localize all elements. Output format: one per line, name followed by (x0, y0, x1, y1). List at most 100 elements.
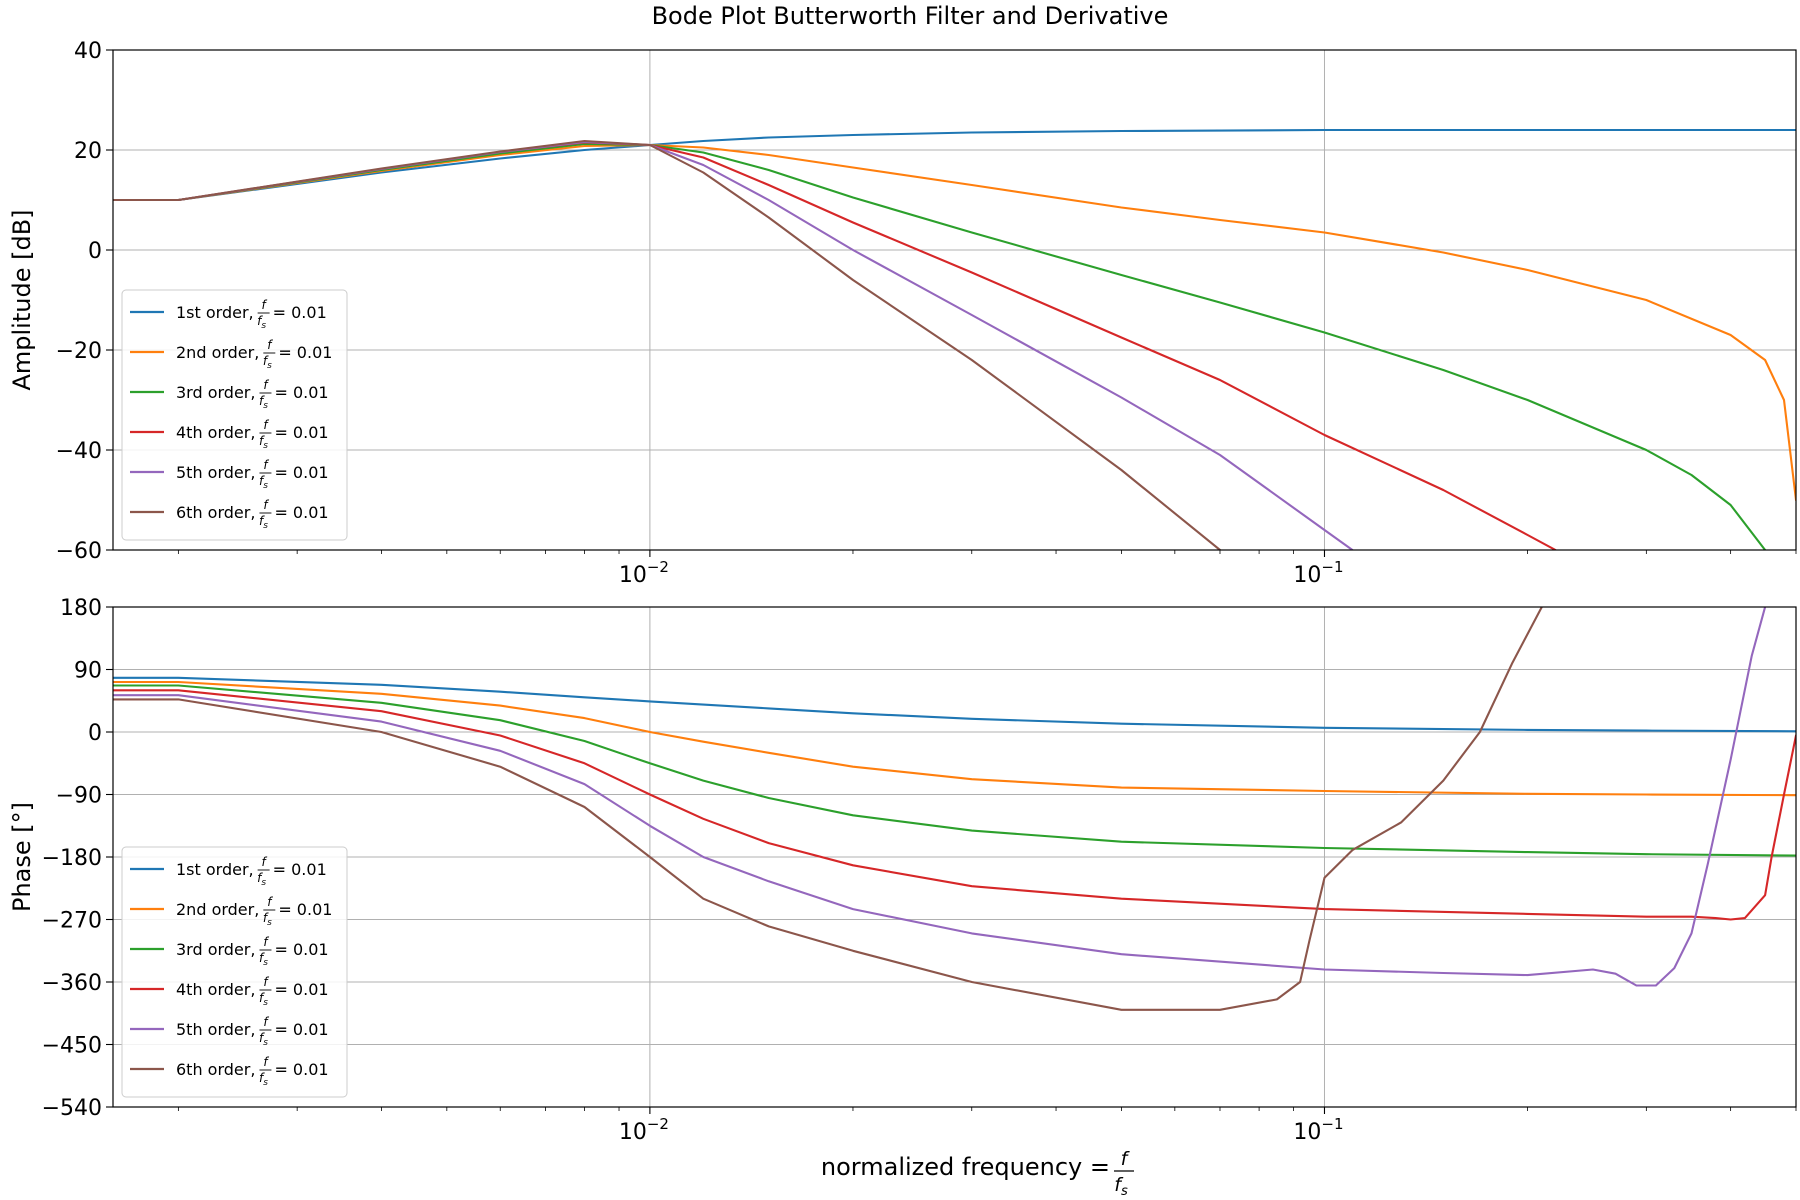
phase-legend-name: 3rd order, (176, 940, 255, 959)
amplitude-axes-frame (112, 49, 1797, 551)
phase-legend-name: 5th order, (176, 1020, 255, 1039)
amplitude-legend-name: 6th order, (176, 503, 255, 522)
amplitude-legend-value: = 0.01 (274, 503, 328, 522)
amplitude-legend-frac-den: fs (259, 394, 268, 411)
phase-series-5th-order (113, 607, 1767, 987)
amplitude-legend-name: 5th order, (176, 463, 255, 482)
amplitude-legend-value: = 0.01 (274, 463, 328, 482)
amplitude-x-tick-exponent: −2 (647, 558, 669, 576)
phase-x-ticks: 10−2 10−1 (177, 1107, 1797, 1145)
amplitude-legend-frac-den-sub: s (263, 401, 268, 411)
amplitude-legend-frac-num: f (267, 338, 273, 352)
amplitude-legend-frac-den: fs (259, 514, 268, 531)
phase-legend-frac-num: f (263, 1055, 269, 1069)
amplitude-legend-entry-3rd: 3rd order, f fs = 0.01 (130, 378, 329, 411)
phase-legend-frac-den-sub: s (263, 998, 268, 1008)
phase-legend-value: = 0.01 (274, 1060, 328, 1079)
amplitude-legend-entry-4th: 4th order, ffs = 0.01 (130, 418, 329, 451)
phase-legend-value: = 0.01 (274, 940, 328, 959)
phase-series-2nd-order (113, 680, 1796, 797)
phase-grid (113, 606, 1796, 1108)
x-axis-label-fraction-numerator: f (1121, 1148, 1131, 1170)
amplitude-y-tick-label: 40 (74, 39, 102, 64)
amplitude-legend-name: 1st order, (176, 303, 254, 322)
amplitude-legend-entry-5th: 5th order, ffs = 0.01 (130, 458, 329, 491)
phase-y-label: Phase [°] (8, 802, 36, 912)
phase-y-tick-label: 90 (74, 659, 102, 684)
phase-series-4th-order (113, 689, 1796, 921)
amplitude-series (113, 128, 1796, 550)
amplitude-legend-frac-den-f: f (263, 354, 269, 368)
amplitude-legend-entry-6th: 6th order, ffs = 0.01 (130, 498, 329, 531)
amplitude-legend-value: = 0.01 (274, 383, 328, 402)
phase-legend-entry-5th: 5th order, ffs = 0.01 (130, 1015, 329, 1048)
amplitude-x-tick-base: 10 (1293, 563, 1321, 588)
amplitude-legend-value: = 0.01 (278, 343, 332, 362)
amplitude-legend-frac-den-f: f (257, 314, 263, 328)
amplitude-legend-entry-1st: 1st order, ffs = 0.01 (130, 298, 327, 331)
amplitude-legend-frac-num: f (263, 378, 269, 392)
amplitude-y-tick-label: 0 (88, 239, 102, 264)
phase-series-3rd-order (113, 684, 1796, 857)
phase-legend-entry-6th: 6th order, f fs = 0.01 (130, 1055, 329, 1088)
phase-legend-frac-den-f: f (257, 871, 263, 885)
x-axis-label: normalized frequency = f fs (821, 1148, 1134, 1199)
phase-legend-name: 6th order, (176, 1060, 255, 1079)
phase-legend-frac-den-f: f (259, 1031, 265, 1045)
phase-legend-frac-den-sub: s (263, 1038, 268, 1048)
phase-legend-frac-den: fs (259, 1071, 268, 1088)
amplitude-legend-name: 3rd order, (176, 383, 255, 402)
phase-legend-frac-den-f: f (263, 911, 269, 925)
phase-y-ticks: 180 90 0 −90 −180 −270 −360 −450 −540 (42, 596, 113, 1121)
phase-legend-frac-num: f (263, 935, 269, 949)
phase-legend-frac-num: f (263, 975, 269, 989)
phase-legend-frac-den: fs (259, 951, 268, 968)
amplitude-legend-frame (121, 289, 348, 541)
phase-series (113, 607, 1796, 1011)
phase-y-tick-label: −270 (42, 909, 102, 934)
amplitude-legend-value: = 0.01 (274, 423, 328, 442)
phase-legend-frame (121, 846, 348, 1098)
phase-y-tick-label: −180 (42, 846, 102, 871)
amplitude-series-1st-order (113, 128, 1796, 202)
phase-x-tick-base: 10 (619, 1120, 647, 1145)
amplitude-legend-frac-den-f: f (259, 474, 265, 488)
amplitude-legend-frac-den-sub: s (263, 441, 268, 451)
phase-x-tick-label: 10−2 (619, 1115, 669, 1145)
amplitude-legend-frac-num: f (263, 418, 269, 432)
amplitude-y-tick-label: −20 (56, 339, 102, 364)
phase-series-1st-order (113, 676, 1796, 733)
amplitude-x-ticks: 10−2 10−1 (177, 550, 1797, 588)
phase-y-tick-label: −90 (56, 784, 102, 809)
phase-legend-frac-den-f: f (259, 991, 265, 1005)
amplitude-y-label: Amplitude [dB] (8, 209, 36, 390)
phase-legend-entry-1st: 1st order, ffs = 0.01 (130, 855, 327, 888)
phase-legend-frac-den-f: f (259, 951, 265, 965)
amplitude-x-tick-base: 10 (619, 563, 647, 588)
amplitude-y-ticks: 40 20 0 −20 −40 −60 (56, 39, 113, 564)
phase-legend-name: 4th order, (176, 980, 255, 999)
phase-y-tick-label: −450 (42, 1034, 102, 1059)
amplitude-legend-frac-den: fs (263, 354, 272, 371)
phase-legend-frac-den: fs (257, 871, 266, 888)
phase-x-tick-exponent: −2 (647, 1115, 669, 1133)
amplitude-legend-frac-den: fs (259, 434, 268, 451)
amplitude-grid (113, 49, 1796, 551)
amplitude-legend-frac-den: fs (259, 474, 268, 491)
phase-y-tick-label: −540 (42, 1096, 102, 1121)
phase-legend-frac-den: fs (263, 911, 272, 928)
amplitude-legend-frac-den-sub: s (261, 321, 266, 331)
x-axis-label-den-sub: s (1121, 1184, 1128, 1199)
phase-legend-value: = 0.01 (274, 980, 328, 999)
phase-legend-value: = 0.01 (273, 860, 327, 879)
amplitude-legend-value: = 0.01 (273, 303, 327, 322)
amplitude-legend-frac-den-f: f (259, 514, 265, 528)
amplitude-series-2nd-order (113, 143, 1796, 502)
phase-series-6th-order (113, 607, 1543, 1011)
phase-y-tick-label: −360 (42, 971, 102, 996)
phase-y-tick-label: 180 (60, 596, 102, 621)
x-axis-label-den-f: f (1114, 1174, 1124, 1196)
phase-legend-frac-num: f (267, 895, 273, 909)
